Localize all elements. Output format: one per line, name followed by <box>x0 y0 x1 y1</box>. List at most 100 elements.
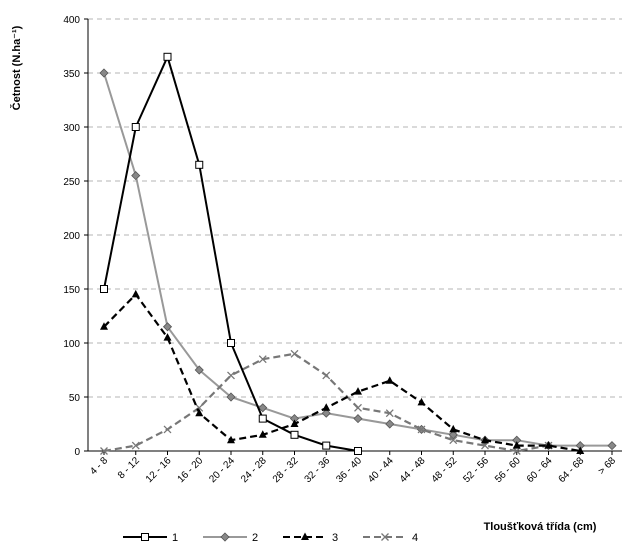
data-point <box>417 397 426 406</box>
legend-item-1: 1 <box>123 532 178 544</box>
data-point <box>162 322 173 332</box>
y-tick-label: 50 <box>69 393 81 404</box>
data-point <box>322 403 331 411</box>
series-line-3 <box>103 292 581 453</box>
y-tick-labels: 0 50 100 150 200 250 300 350 400 <box>63 15 88 458</box>
data-point <box>258 355 267 364</box>
x-tick-label: 12 - 16 <box>144 455 174 485</box>
data-point <box>99 68 109 78</box>
series-3 <box>100 289 585 454</box>
data-point <box>131 441 140 450</box>
x-tick-label: 64 - 68 <box>557 455 587 485</box>
data-point <box>163 425 172 434</box>
data-point <box>385 419 395 429</box>
data-point <box>258 403 268 413</box>
x-tick-label: 8 - 12 <box>116 455 142 481</box>
data-point <box>417 425 426 434</box>
x-tick-label: 56 - 60 <box>493 455 523 485</box>
data-point <box>258 430 267 438</box>
data-point <box>131 171 141 181</box>
legend-marker <box>141 533 149 541</box>
data-point <box>194 365 204 375</box>
data-point <box>100 285 108 293</box>
data-point <box>226 392 236 402</box>
data-point <box>385 376 394 384</box>
data-point <box>449 424 458 433</box>
x-tick-label: 60 - 64 <box>525 455 555 485</box>
data-point <box>353 414 363 424</box>
data-point <box>131 123 140 131</box>
data-point <box>195 160 204 169</box>
data-point <box>544 441 553 449</box>
data-point <box>322 441 331 450</box>
legend-label: 1 <box>172 532 178 544</box>
y-tick-label: 150 <box>63 285 80 296</box>
series-line-1 <box>103 53 359 452</box>
legend-label: 4 <box>412 532 418 544</box>
legend: 1 2 3 4 <box>123 532 418 544</box>
x-tick-label: 36 - 40 <box>334 455 364 485</box>
data-point <box>354 403 362 412</box>
x-tick-label: 24 - 28 <box>239 455 269 485</box>
gridlines <box>88 18 622 398</box>
legend-marker <box>220 532 230 542</box>
data-point <box>449 436 458 445</box>
data-point <box>481 435 489 444</box>
y-tick-label: 0 <box>74 447 80 458</box>
legend-marker <box>301 532 309 540</box>
series-1 <box>100 52 362 455</box>
data-point <box>354 387 362 395</box>
y-tick-label: 300 <box>63 123 80 134</box>
data-point <box>321 408 331 418</box>
data-point <box>385 409 394 418</box>
x-axis-title: Tloušťková třída (cm) <box>484 521 597 533</box>
y-tick-label: 400 <box>63 15 80 26</box>
legend-item-3: 3 <box>283 532 338 544</box>
x-tick-label: 32 - 36 <box>303 455 333 485</box>
x-tick-label: 20 - 24 <box>207 455 237 485</box>
x-tick-label: 52 - 56 <box>461 455 491 485</box>
x-tick-label: 40 - 44 <box>366 455 396 485</box>
x-tick-labels: 4 - 8 8 - 12 12 - 16 16 - 20 20 - 24 24 - 28 2… <box>88 451 618 485</box>
data-point <box>607 441 617 451</box>
data-point <box>290 349 299 358</box>
x-tick-label: 28 - 32 <box>271 455 301 485</box>
y-tick-label: 100 <box>63 339 80 350</box>
series-4 <box>100 349 553 455</box>
series-line-4 <box>103 352 549 453</box>
data-point <box>512 441 521 449</box>
y-tick-label: 350 <box>63 69 80 80</box>
y-tick-label: 200 <box>63 231 80 242</box>
data-point <box>322 371 331 380</box>
data-point <box>448 430 458 440</box>
legend-label: 2 <box>252 532 258 544</box>
data-point <box>354 447 362 455</box>
x-tick-label: 16 - 20 <box>176 455 206 485</box>
data-point <box>131 289 140 298</box>
data-point <box>227 339 235 347</box>
legend-item-2: 2 <box>203 532 258 544</box>
data-point <box>227 371 235 380</box>
data-point <box>163 333 172 341</box>
legend-marker <box>381 533 389 541</box>
legend-label: 3 <box>332 532 338 544</box>
data-point <box>481 441 489 450</box>
data-point <box>290 430 299 439</box>
x-tick-label: 48 - 52 <box>430 455 460 485</box>
y-tick-label: 250 <box>63 177 80 188</box>
data-point <box>576 446 585 454</box>
y-axis-title: Četnost (N.ha⁻¹) <box>10 25 23 110</box>
data-point <box>100 447 108 455</box>
data-point <box>258 414 267 423</box>
legend-item-4: 4 <box>363 532 418 544</box>
x-tick-label: 4 - 8 <box>88 455 110 477</box>
data-point <box>100 322 108 330</box>
data-point <box>163 52 172 61</box>
data-point <box>195 408 204 417</box>
x-tick-label: 44 - 48 <box>398 455 428 485</box>
x-tick-label: > 68 <box>596 455 618 477</box>
data-point <box>512 447 521 455</box>
series <box>99 52 617 455</box>
data-point <box>290 419 299 427</box>
